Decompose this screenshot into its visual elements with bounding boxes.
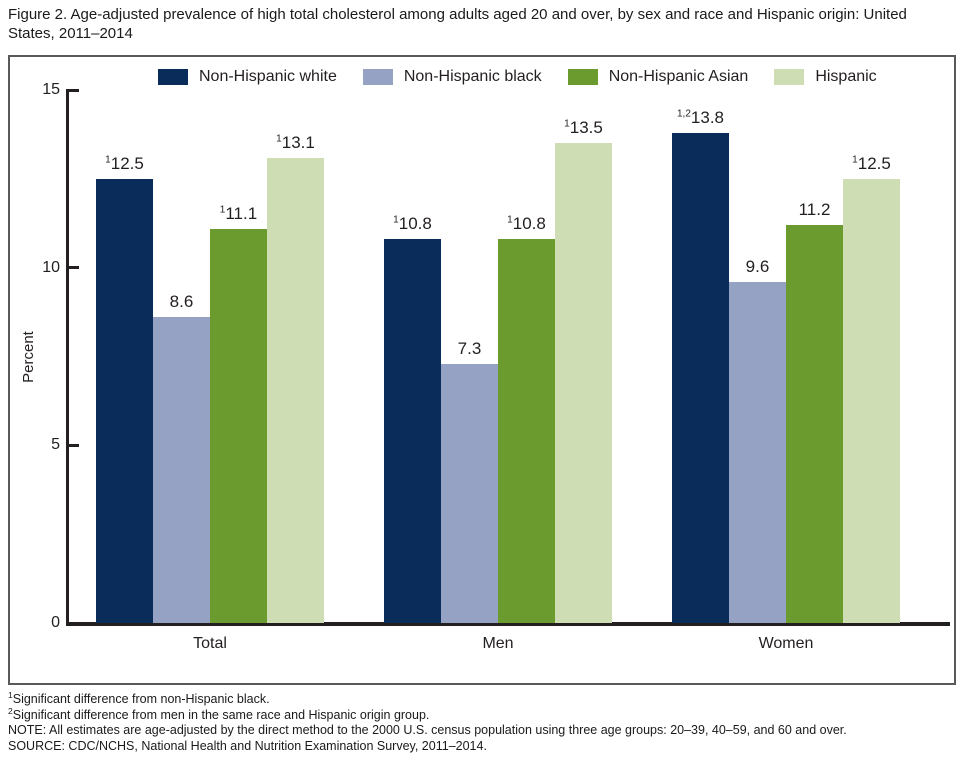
legend-item: Non-Hispanic white <box>158 68 337 86</box>
footnote-source-text: SOURCE: CDC/NCHS, National Health and Nu… <box>8 739 487 754</box>
bar-value-label: 9.6 <box>746 257 770 277</box>
bar-label-value: 13.1 <box>281 132 315 152</box>
y-tick-mark <box>66 443 79 447</box>
y-tick-label: 0 <box>51 614 60 631</box>
y-axis-title: Percent <box>20 331 37 383</box>
bar <box>384 239 441 623</box>
legend-label: Non-Hispanic white <box>199 68 337 85</box>
bar-label-value: 13.5 <box>569 118 603 138</box>
legend-swatch <box>774 69 805 85</box>
footnote-note-text: NOTE: All estimates are age-adjusted by … <box>8 723 847 738</box>
bar-label-superscript: 1 <box>276 132 282 144</box>
bar-label-superscript: 1 <box>219 203 226 215</box>
bar-label-superscript: 1 <box>564 118 570 130</box>
footnote-note: NOTE: All estimates are age-adjusted by … <box>8 723 956 739</box>
bar <box>153 317 210 623</box>
category-label: Total <box>193 635 227 652</box>
bar-label-superscript: 1 <box>393 214 399 226</box>
footnotes: 1Significant difference from non-Hispani… <box>8 689 956 755</box>
bar <box>498 239 555 623</box>
bar-value-label: 111.1 <box>220 204 257 224</box>
bar-value-label: 110.8 <box>507 214 546 234</box>
bar <box>267 157 324 623</box>
x-axis-line <box>66 622 950 626</box>
bar-label-value: 11.2 <box>798 200 831 220</box>
bar <box>441 363 498 623</box>
bar-label-value: 7.3 <box>457 338 482 358</box>
bar-value-label: 110.8 <box>393 214 432 234</box>
bar-label-value: 9.6 <box>745 256 770 276</box>
bar <box>672 132 729 623</box>
y-tick-mark <box>66 88 79 92</box>
footnote-2-superscript: 2 <box>8 705 13 716</box>
y-tick-label: 5 <box>51 436 60 454</box>
bar <box>96 178 153 623</box>
bar <box>210 228 267 623</box>
bar-label-superscript: 1 <box>852 154 858 166</box>
bar-label-superscript: 1 <box>507 214 513 226</box>
bar-label-value: 12.5 <box>857 153 891 173</box>
bar-value-label: 112.5 <box>105 154 144 174</box>
bar-value-label: 11.2 <box>799 200 831 220</box>
legend-swatch <box>158 69 188 85</box>
bar-value-label: 1,213.8 <box>677 108 724 128</box>
footnote-source: SOURCE: CDC/NCHS, National Health and Nu… <box>8 739 956 755</box>
legend-item: Hispanic <box>774 68 877 86</box>
bar-label-value: 12.5 <box>110 153 144 173</box>
bar-label-value: 10.8 <box>512 214 546 234</box>
bar-value-label: 7.3 <box>458 339 482 359</box>
footnote-1: 1Significant difference from non-Hispani… <box>8 689 956 708</box>
legend-label: Non-Hispanic black <box>403 68 542 85</box>
bar-label-superscript: 1 <box>105 154 111 166</box>
footnote-1-superscript: 1 <box>8 689 13 700</box>
bar-label-value: 11.1 <box>225 203 258 223</box>
bar-value-label: 8.6 <box>170 292 194 312</box>
y-tick-label: 10 <box>42 258 60 276</box>
legend-swatch <box>362 69 393 85</box>
bar-label-value: 8.6 <box>169 292 194 312</box>
bar <box>843 178 900 623</box>
legend-item: Non-Hispanic Asian <box>567 68 749 86</box>
legend-swatch <box>567 69 598 85</box>
bar-value-label: 113.5 <box>564 118 603 138</box>
footnote-1-text: Significant difference from non-Hispanic… <box>12 692 270 706</box>
category-label: Women <box>758 635 814 652</box>
bar-value-label: 112.5 <box>852 154 891 174</box>
bar-label-value: 10.8 <box>398 214 432 234</box>
bar-label-value: 13.8 <box>690 107 724 127</box>
chart-legend: Non-Hispanic white Non-Hispanic black Non-… <box>158 68 877 86</box>
bar <box>555 143 612 623</box>
bar-value-label: 113.1 <box>276 133 315 153</box>
legend-label: Hispanic <box>815 68 877 85</box>
chart-frame: Non-Hispanic white Non-Hispanic black Non-… <box>8 55 956 685</box>
y-axis-line <box>66 90 69 626</box>
legend-label: Non-Hispanic Asian <box>608 68 749 85</box>
bar-label-superscript: 1,2 <box>677 107 691 119</box>
legend-item: Non-Hispanic black <box>362 68 542 86</box>
bar <box>729 281 786 623</box>
footnote-2: 2Significant difference from men in the … <box>8 705 956 724</box>
y-tick-mark <box>66 266 79 270</box>
footnote-2-text: Significant difference from men in the s… <box>12 707 430 722</box>
figure-title: Figure 2. Age-adjusted prevalence of hig… <box>8 6 907 42</box>
category-label: Men <box>482 635 514 652</box>
y-tick-label: 15 <box>42 81 60 98</box>
bar <box>786 225 843 623</box>
